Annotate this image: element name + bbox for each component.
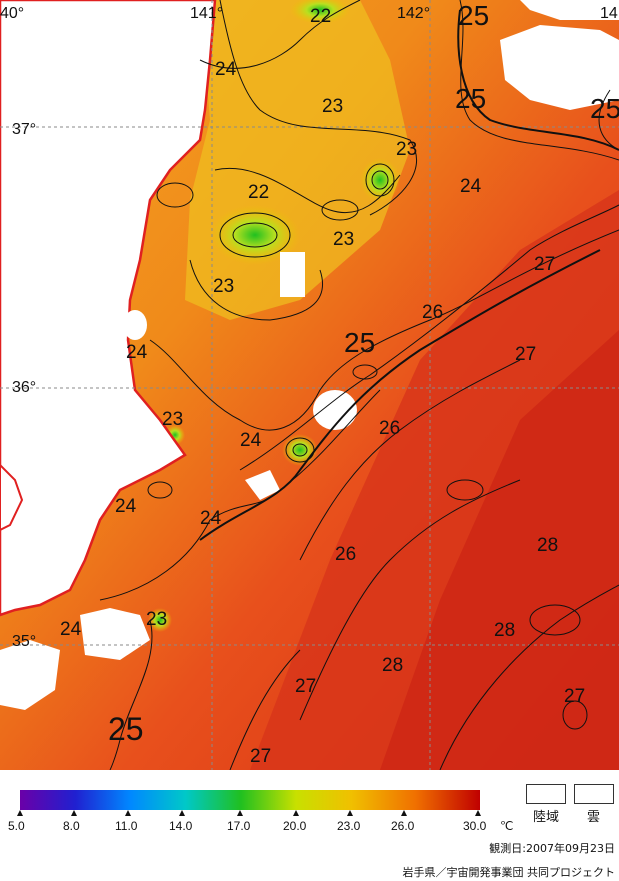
contour-label: 28 [382, 655, 403, 676]
cold-eddy-1 [210, 205, 300, 265]
contour-label: 23 [146, 609, 167, 630]
contour-label: 27 [515, 344, 536, 365]
land-legend-swatch [526, 784, 566, 804]
scale-tick-label: 8.0 [63, 819, 80, 833]
scale-tick-label: 14.0 [169, 819, 193, 833]
cloud-1 [500, 25, 619, 110]
contour-value-labels: 22 24 23 25 25 25 23 22 24 23 23 27 26 2… [60, 0, 619, 767]
cloud-legend-label: 雲 [587, 810, 601, 825]
lon-label-143: 14 [600, 5, 618, 22]
scale-tick-labels: 5.0 8.0 11.0 14.0 17.0 20.0 23.0 26.0 30… [8, 819, 513, 833]
land-peninsula [0, 463, 24, 532]
contour-label: 25 [590, 93, 619, 124]
map-svg: 40° 141° 142° 14 37° 36° 35° 22 24 23 25… [0, 0, 619, 771]
scale-tick-label: 17.0 [227, 819, 251, 833]
sea-surface-temperature-map: 40° 141° 142° 14 37° 36° 35° 22 24 23 25… [0, 0, 619, 771]
contour-label: 23 [162, 409, 183, 430]
scale-tick-label: 30.0 [463, 819, 487, 833]
contour-label: 24 [460, 176, 482, 197]
lon-label-141: 141° [190, 5, 223, 22]
contour-label: 23 [322, 96, 343, 117]
cloud-4 [313, 390, 357, 430]
scale-tick-label: 5.0 [8, 819, 25, 833]
contour-label: 23 [333, 229, 354, 250]
contour-label: 25 [344, 327, 375, 358]
lon-label-140: 40° [0, 5, 24, 22]
cold-eddy-4 [290, 0, 350, 24]
cloud-2 [520, 0, 619, 20]
contour-label: 25 [455, 83, 486, 114]
map-footer: 5.0 8.0 11.0 14.0 17.0 20.0 23.0 26.0 30… [0, 770, 619, 881]
contour-label: 26 [379, 418, 400, 439]
contour-label: 24 [200, 508, 222, 529]
lat-label-36: 36° [12, 379, 36, 396]
contour-label: 24 [126, 342, 148, 363]
lat-label-37: 37° [12, 121, 36, 138]
contour-label: 22 [248, 182, 269, 203]
contour-label: 24 [60, 619, 82, 640]
lat-label-35: 35° [12, 633, 36, 650]
contour-label: 27 [564, 686, 585, 707]
scale-unit: ℃ [500, 819, 513, 833]
cold-eddy-6 [148, 608, 172, 632]
observation-date: 観測日:2007年09月23日 [489, 842, 615, 855]
scale-tick-marks [17, 810, 481, 816]
lon-label-142: 142° [397, 5, 430, 22]
contour-label: 27 [250, 746, 271, 767]
warmest-water-region [380, 330, 619, 770]
cloud-3 [280, 252, 305, 297]
scale-tick-label: 23.0 [337, 819, 361, 833]
isotherm-contours [99, 0, 619, 771]
contour-label: 23 [213, 276, 234, 297]
contour-label: 25 [108, 711, 144, 747]
color-scale: 5.0 8.0 11.0 14.0 17.0 20.0 23.0 26.0 30… [8, 790, 513, 833]
cloud-legend-swatch [574, 784, 614, 804]
cloud-6 [80, 608, 150, 660]
cloud-7 [0, 640, 60, 710]
contour-label: 26 [335, 544, 356, 565]
cloud-5 [123, 310, 147, 340]
scale-tick-label: 11.0 [115, 819, 138, 833]
contour-label: 28 [494, 620, 515, 641]
contour-label: 24 [115, 496, 137, 517]
color-scale-bar [20, 790, 480, 810]
graticule [0, 0, 619, 770]
contour-label: 22 [310, 6, 331, 27]
isotherm-25-highlight [199, 9, 619, 541]
contour-label: 25 [458, 0, 489, 31]
eddy-contours [147, 163, 588, 730]
contour-label: 23 [396, 139, 417, 160]
scale-tick-label: 26.0 [391, 819, 415, 833]
cloud-8 [245, 470, 280, 500]
contour-label: 24 [215, 59, 237, 80]
scale-tick-label: 20.0 [283, 819, 307, 833]
land-honshu [0, 0, 217, 617]
contour-label: 26 [422, 302, 443, 323]
credit-line: 岩手県／宇宙開発事業団 共同プロジェクト [402, 866, 616, 879]
land-legend-label: 陸域 [533, 810, 560, 825]
contour-label: 24 [240, 430, 262, 451]
contour-label: 28 [537, 535, 558, 556]
contour-label: 27 [534, 254, 555, 275]
contour-label: 27 [295, 676, 316, 697]
